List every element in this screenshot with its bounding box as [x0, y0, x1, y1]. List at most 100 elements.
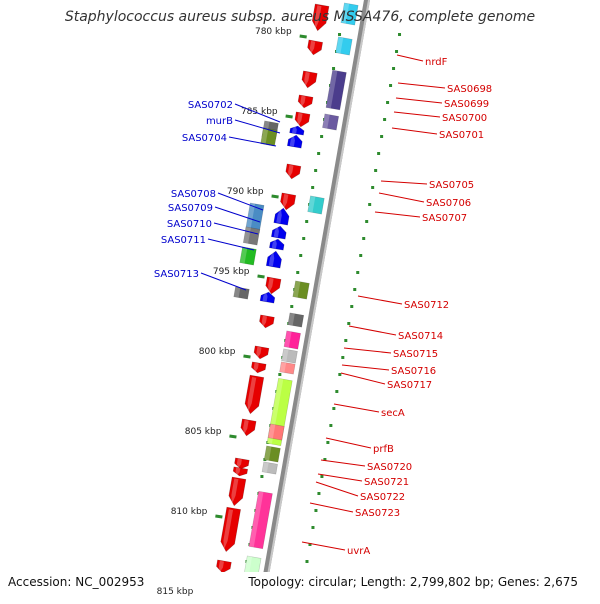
reverse-gene-label: SAS0699 [444, 99, 489, 110]
forward-gene-arrow-shape [286, 134, 303, 149]
track-dot-reverse [341, 356, 345, 359]
scale-tick-label: 815 kbp [157, 587, 194, 597]
scale-tick-label: 795 kbp [213, 267, 250, 277]
reverse-gene-block-shine [281, 348, 289, 362]
forward-gene-label: SAS0711 [161, 235, 206, 246]
reverse-gene-arrow [234, 457, 250, 470]
track-dot-forward [299, 254, 303, 257]
reverse-gene-label: SAS0701 [439, 130, 484, 141]
track-dot-forward [311, 186, 315, 189]
reverse-gene-label: SAS0698 [447, 84, 492, 95]
reverse-gene-arrow-shine [300, 95, 306, 107]
reverse-gene-block-shape [243, 555, 262, 572]
reverse-gene-label: SAS0715 [393, 349, 438, 360]
forward-gene-block [239, 246, 257, 266]
forward-gene-arrow [289, 125, 305, 136]
reverse-gene-arrow-shine [297, 112, 303, 126]
forward-gene-block [242, 226, 261, 246]
reverse-gene-arrow-shine [218, 560, 224, 572]
track-dot-reverse [300, 594, 303, 597]
reverse-gene-arrow-shine [261, 315, 268, 327]
reverse-gene-arrow [213, 579, 229, 591]
reverse-gene-label: SAS0716 [391, 366, 436, 377]
forward-gene-arrow [270, 225, 287, 240]
forward-gene-block [260, 127, 278, 147]
reverse-gene-label: SAS0712 [404, 300, 449, 311]
reverse-gene-arrow-shape [280, 192, 297, 211]
reverse-gene-block-shape [322, 113, 340, 131]
forward-gene-block-shine [245, 202, 256, 232]
forward-gene-label: SAS0709 [168, 203, 213, 214]
track-dot-reverse [329, 424, 333, 427]
reverse-gene-block [307, 195, 325, 215]
forward-label-leader [234, 119, 281, 134]
scale-tick [243, 354, 251, 359]
forward-gene-label: SAS0702 [188, 100, 233, 111]
reverse-label-leader [301, 541, 346, 551]
forward-label-leader [228, 136, 277, 147]
forward-gene-arrow [273, 207, 290, 226]
forward-gene-arrow-shine [289, 135, 295, 147]
genome-backbone [263, 0, 371, 572]
forward-gene-arrow-shine [273, 226, 279, 238]
track-dot-reverse [386, 101, 390, 104]
reverse-gene-arrow-shape [240, 418, 257, 437]
reverse-gene-block-shine [340, 2, 350, 24]
reverse-label-leader [340, 372, 386, 385]
track-dot-reverse [389, 84, 393, 87]
reverse-gene-arrow-shine [236, 458, 242, 469]
track-dot-reverse [380, 135, 384, 138]
forward-gene-arrow [265, 250, 282, 269]
scale-tick [285, 114, 293, 119]
reverse-gene-arrow [228, 476, 247, 507]
reverse-gene-label: SAS0700 [442, 113, 487, 124]
reverse-label-leader [378, 192, 425, 203]
reverse-label-leader [315, 481, 359, 497]
reverse-gene-arrow-shine [247, 376, 257, 412]
reverse-gene-block-shape [307, 195, 325, 215]
reverse-gene-arrow-shape [297, 94, 314, 109]
reverse-gene-block [322, 113, 340, 131]
reverse-gene-block-shape [263, 445, 281, 463]
reverse-gene-arrow [253, 345, 270, 360]
reverse-gene-block-shape [261, 461, 278, 475]
reverse-label-leader [393, 111, 441, 118]
reverse-gene-arrow [232, 466, 249, 477]
reverse-gene-label: SAS0723 [355, 508, 400, 519]
reverse-gene-block-shine [248, 491, 264, 548]
forward-gene-arrow-shape [289, 125, 305, 136]
genome-backbone-highlight [267, 0, 371, 572]
track-dot-reverse [311, 526, 315, 529]
track-dot-reverse [326, 441, 330, 444]
reverse-gene-label: prfB [373, 444, 394, 455]
reverse-label-leader [317, 473, 363, 482]
forward-gene-arrow-shape [265, 250, 282, 269]
reverse-gene-arrow [259, 314, 275, 329]
reverse-gene-block-shape [325, 69, 347, 111]
reverse-gene-label: SAS0722 [360, 492, 405, 503]
reverse-gene-block [267, 423, 285, 441]
forward-label-leader [214, 206, 261, 223]
track-dot-reverse [344, 339, 348, 342]
reverse-gene-arrow-shape [234, 457, 250, 470]
reverse-gene-block [248, 490, 273, 550]
track-dot-reverse [395, 50, 399, 53]
reverse-gene-block-shine [307, 195, 316, 213]
reverse-gene-block-shape [279, 361, 296, 375]
reverse-gene-label: SAS0714 [398, 331, 443, 342]
reverse-gene-arrow [240, 418, 257, 437]
track-dot-reverse [338, 373, 342, 376]
track-dot-reverse [308, 543, 312, 546]
scale-tick [215, 514, 223, 519]
reverse-label-leader [320, 459, 366, 467]
reverse-gene-label: SAS0721 [364, 477, 409, 488]
track-dot-forward [305, 220, 309, 223]
track-dot-reverse [356, 271, 360, 274]
forward-gene-label: murB [206, 116, 233, 127]
forward-gene-label: SAS0713 [154, 269, 199, 280]
reverse-gene-label: SAS0705 [429, 180, 474, 191]
reverse-gene-arrow-shape [220, 506, 241, 553]
forward-gene-arrow-shape [273, 207, 290, 226]
reverse-gene-block [263, 445, 281, 463]
